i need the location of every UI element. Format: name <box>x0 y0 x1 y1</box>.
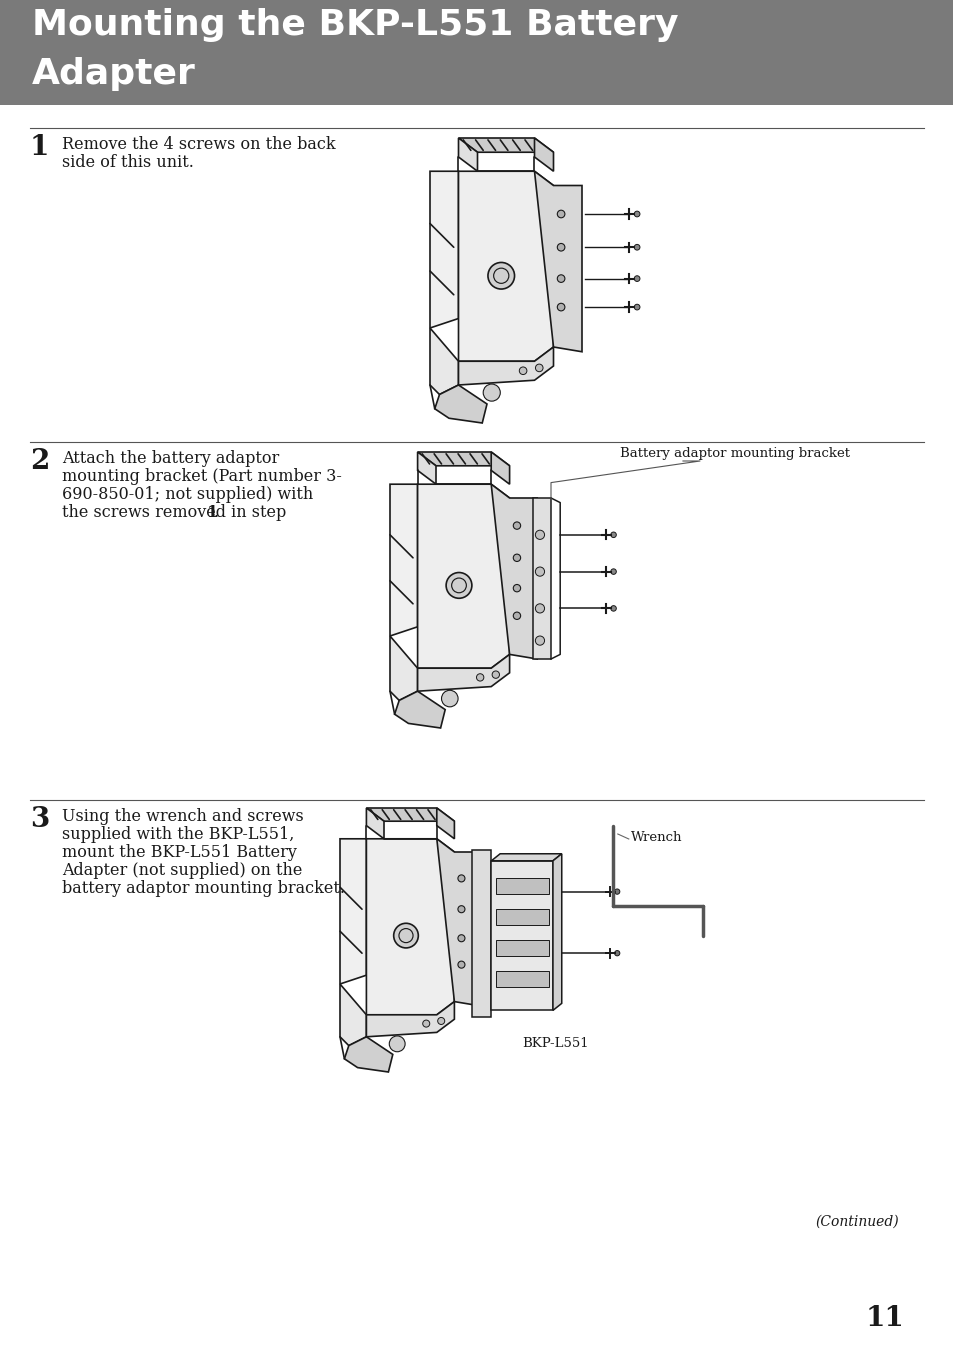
Circle shape <box>513 584 520 592</box>
Text: mount the BKP-L551 Battery: mount the BKP-L551 Battery <box>62 844 296 861</box>
Circle shape <box>422 1019 429 1028</box>
Text: supplied with the BKP-L551,: supplied with the BKP-L551, <box>62 826 294 844</box>
Text: Remove the 4 screws on the back: Remove the 4 screws on the back <box>62 137 335 153</box>
Polygon shape <box>496 909 548 925</box>
Polygon shape <box>435 385 486 423</box>
Text: BKP-L551: BKP-L551 <box>521 1037 588 1049</box>
Polygon shape <box>417 484 509 668</box>
Polygon shape <box>491 861 553 1010</box>
Polygon shape <box>458 347 553 385</box>
Circle shape <box>634 304 639 310</box>
Circle shape <box>614 950 619 956</box>
Text: Adapter (not supplied) on the: Adapter (not supplied) on the <box>62 863 302 879</box>
Circle shape <box>513 522 520 529</box>
Polygon shape <box>491 484 537 658</box>
Circle shape <box>476 673 483 681</box>
Bar <box>0 0 953 105</box>
Polygon shape <box>472 850 491 1018</box>
Text: 1: 1 <box>207 504 218 521</box>
Polygon shape <box>366 808 384 838</box>
Polygon shape <box>339 838 366 984</box>
Text: battery adaptor mounting bracket.: battery adaptor mounting bracket. <box>62 880 345 896</box>
Circle shape <box>557 274 564 283</box>
Text: 1: 1 <box>30 134 50 161</box>
Circle shape <box>610 533 616 538</box>
Circle shape <box>535 364 542 372</box>
Polygon shape <box>491 853 561 861</box>
Polygon shape <box>491 452 509 484</box>
Circle shape <box>441 691 457 707</box>
Circle shape <box>389 1036 405 1052</box>
Polygon shape <box>366 838 454 1015</box>
Text: Battery adaptor mounting bracket: Battery adaptor mounting bracket <box>619 448 849 460</box>
Circle shape <box>513 554 520 561</box>
Text: side of this unit.: side of this unit. <box>62 154 193 170</box>
Circle shape <box>457 934 464 942</box>
Polygon shape <box>417 452 436 484</box>
Circle shape <box>482 384 499 402</box>
Circle shape <box>557 243 564 251</box>
Polygon shape <box>458 138 553 153</box>
Circle shape <box>610 606 616 611</box>
Polygon shape <box>430 172 458 329</box>
Text: Mounting the BKP-L551 Battery: Mounting the BKP-L551 Battery <box>32 8 678 42</box>
Text: .: . <box>213 504 219 521</box>
Polygon shape <box>430 329 458 395</box>
Text: 11: 11 <box>864 1305 903 1332</box>
Circle shape <box>634 211 639 216</box>
Circle shape <box>513 612 520 619</box>
Text: 2: 2 <box>30 448 50 475</box>
Circle shape <box>394 923 417 948</box>
Polygon shape <box>339 984 366 1045</box>
Circle shape <box>446 572 472 599</box>
Circle shape <box>518 366 526 375</box>
Circle shape <box>535 604 544 612</box>
Polygon shape <box>417 654 509 691</box>
Circle shape <box>457 961 464 968</box>
Polygon shape <box>436 838 480 1006</box>
Circle shape <box>492 671 499 679</box>
Polygon shape <box>395 691 445 727</box>
Polygon shape <box>496 971 548 987</box>
Polygon shape <box>496 879 548 894</box>
Circle shape <box>634 245 639 250</box>
Circle shape <box>614 890 619 894</box>
Text: mounting bracket (Part number 3-: mounting bracket (Part number 3- <box>62 468 341 485</box>
Polygon shape <box>458 138 477 172</box>
Text: the screws removed in step: the screws removed in step <box>62 504 291 521</box>
Circle shape <box>634 276 639 281</box>
Circle shape <box>457 906 464 913</box>
Polygon shape <box>390 484 417 635</box>
Text: (Continued): (Continued) <box>815 1215 898 1229</box>
Polygon shape <box>366 808 454 821</box>
Polygon shape <box>458 172 553 361</box>
Polygon shape <box>532 498 551 658</box>
Polygon shape <box>534 138 553 172</box>
Polygon shape <box>366 1002 454 1037</box>
Text: 3: 3 <box>30 806 50 833</box>
Circle shape <box>535 635 544 645</box>
Polygon shape <box>496 940 548 956</box>
Circle shape <box>457 875 464 882</box>
Circle shape <box>437 1018 444 1025</box>
Text: Using the wrench and screws: Using the wrench and screws <box>62 808 303 825</box>
Circle shape <box>557 303 564 311</box>
Circle shape <box>535 566 544 576</box>
Circle shape <box>487 262 514 289</box>
Polygon shape <box>436 808 454 838</box>
Polygon shape <box>534 172 581 352</box>
Circle shape <box>535 530 544 539</box>
Circle shape <box>610 569 616 575</box>
Polygon shape <box>344 1037 393 1072</box>
Text: 690-850-01; not supplied) with: 690-850-01; not supplied) with <box>62 485 313 503</box>
Text: Wrench: Wrench <box>630 831 681 844</box>
Circle shape <box>557 210 564 218</box>
Text: Attach the battery adaptor: Attach the battery adaptor <box>62 450 279 466</box>
Polygon shape <box>390 635 417 700</box>
Text: Adapter: Adapter <box>32 57 195 91</box>
Polygon shape <box>417 452 509 466</box>
Polygon shape <box>553 853 561 1010</box>
